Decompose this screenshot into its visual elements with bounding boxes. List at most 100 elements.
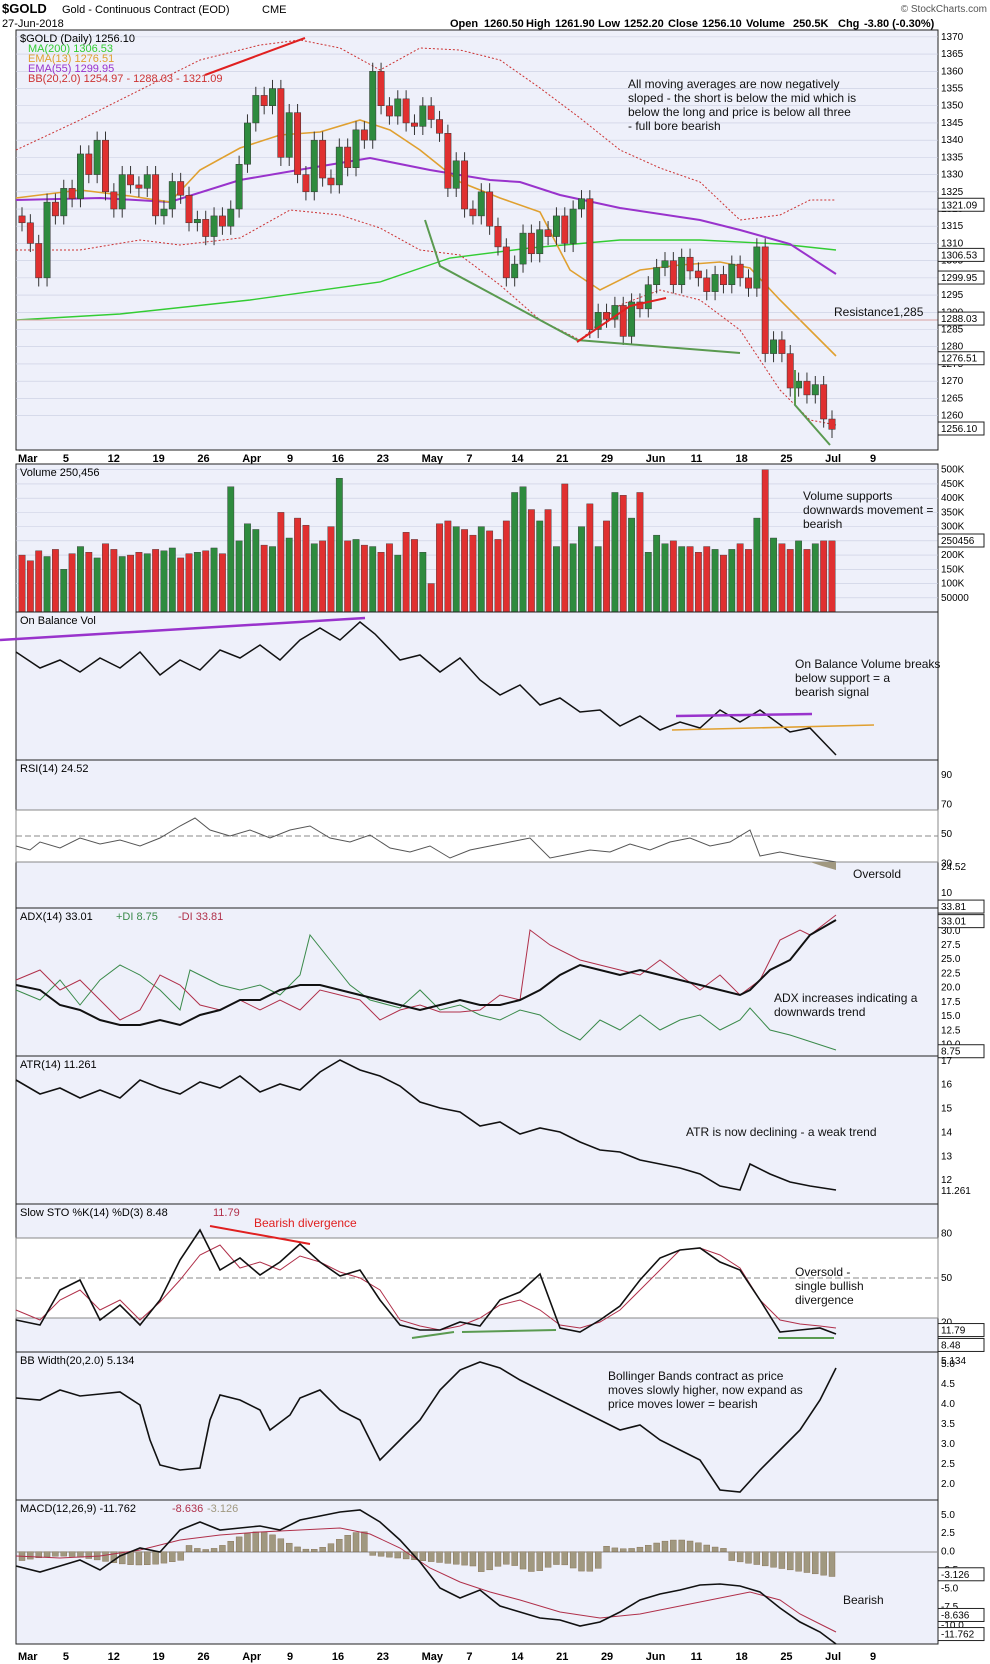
macd-hist-bar — [269, 1534, 276, 1552]
macd-hist-bar — [377, 1551, 385, 1557]
candle — [285, 112, 293, 158]
volume-bar — [360, 544, 368, 613]
candle — [477, 191, 485, 217]
volume-bar — [285, 537, 293, 613]
tick-label: 27.5 — [941, 940, 961, 951]
x-tick-label: 21 — [556, 1651, 568, 1663]
volume-bar — [611, 492, 619, 613]
candle — [352, 129, 360, 168]
sto-panel: Slow STO %K(14) %D(3) 8.48 11.79 Bearish… — [15, 1203, 985, 1353]
volume-bar — [294, 517, 301, 613]
candle — [419, 105, 427, 127]
x-tick-label: 5 — [63, 1651, 69, 1663]
volume-tick-label: 50000 — [941, 593, 969, 604]
price-tick-label: 1335 — [941, 152, 964, 163]
volume-bar — [327, 526, 335, 613]
x-tick-label: 21 — [556, 453, 568, 465]
symbol-title: $GOLD — [2, 1, 47, 16]
candle — [369, 71, 377, 141]
macd-hist-bar — [561, 1551, 568, 1566]
macd-hist-bar — [394, 1551, 401, 1559]
tick-label: 10 — [941, 888, 953, 899]
candle — [736, 263, 744, 279]
price-right-label: 1288.03 — [941, 314, 978, 325]
volume-bar — [594, 546, 602, 613]
obv-support-purple — [675, 712, 813, 718]
candle — [494, 225, 502, 248]
volume-bar — [803, 549, 811, 613]
macd-hist-bar — [461, 1551, 468, 1566]
candle — [35, 243, 43, 279]
x-tick-label: Mar — [18, 453, 38, 465]
macd-signal-line — [15, 1527, 837, 1633]
volume-bar — [519, 486, 527, 613]
macd-hist-bar — [636, 1546, 644, 1552]
bullish-div-line-2 — [461, 1329, 557, 1333]
price-tick-label: 1340 — [941, 135, 964, 146]
volume-bar — [185, 553, 193, 613]
candle — [569, 208, 577, 244]
tick-label: 4.5 — [941, 1379, 955, 1390]
price-right-label: 1299.95 — [941, 273, 978, 284]
right-label-box — [937, 1044, 985, 1059]
macd-hist-bar — [177, 1551, 184, 1561]
volume-bar — [60, 569, 68, 613]
right-label-box — [937, 1567, 985, 1582]
volume-bar — [811, 543, 819, 613]
candle — [152, 174, 160, 217]
candle — [661, 260, 669, 268]
price-tick-label: 1355 — [941, 84, 964, 95]
volume-bar — [302, 524, 310, 613]
tick-label: 5.0 — [941, 1359, 955, 1370]
macd-hist-bar — [294, 1546, 301, 1552]
tick-label: 50 — [941, 1273, 953, 1284]
candle — [653, 267, 661, 286]
svg-text:11.79: 11.79 — [213, 1207, 240, 1219]
volume-bar — [160, 550, 168, 613]
candle — [394, 98, 402, 117]
x-tick-label: 14 — [511, 453, 524, 465]
x-tick-label: 16 — [332, 1651, 344, 1663]
macd-hist-bar — [402, 1551, 410, 1560]
legend-ema13: EMA(13) 1276.51 — [28, 53, 114, 65]
macd-hist-bar — [469, 1551, 477, 1567]
macd-hist-bar — [369, 1551, 376, 1556]
trend-lines — [204, 37, 831, 446]
candle — [502, 246, 510, 279]
candle — [786, 353, 794, 389]
right-label: -3.126 — [941, 1570, 970, 1581]
green-trendline-may — [424, 219, 741, 354]
price-tick-label: 1365 — [941, 49, 964, 60]
svg-text:250.5K: 250.5K — [793, 18, 829, 30]
bbw-line — [15, 1361, 837, 1493]
macd-hist-bar — [27, 1551, 34, 1560]
macd-hist-bar — [695, 1542, 702, 1552]
symbol-description: Gold - Continuous Contract (EOD) — [62, 4, 230, 16]
volume-bar — [335, 478, 343, 613]
macd-hist-bar — [152, 1551, 159, 1565]
candle — [227, 208, 235, 227]
tick-label: 50 — [941, 829, 953, 840]
x-tick-label: 29 — [601, 1651, 613, 1663]
obv-annotation: On Balance Volume breaks below support = … — [795, 657, 940, 699]
macd-hist-bar — [678, 1539, 685, 1552]
macd-histogram — [18, 1531, 836, 1577]
macd-hist-bar — [770, 1551, 777, 1568]
volume-bar — [227, 486, 235, 613]
right-label-box — [937, 1627, 985, 1642]
candle — [68, 188, 76, 199]
price-right-box — [937, 421, 985, 436]
candle — [310, 139, 318, 193]
candle — [694, 270, 702, 279]
tick-label: 70 — [941, 799, 953, 810]
candle — [436, 119, 443, 134]
price-tick-label: 1310 — [941, 238, 964, 249]
volume-bar — [260, 544, 268, 613]
bearish-divergence-line — [209, 1225, 311, 1245]
sto-annotation-oversold: Oversold -single bullish divergence — [795, 1265, 864, 1307]
macd-hist-bar — [645, 1544, 652, 1552]
price-tick-label: 1370 — [941, 32, 964, 43]
macd-hist-bar — [812, 1551, 819, 1575]
legend-adx: ADX(14) 33.01 +DI 8.75 -DI 33.81 — [20, 911, 223, 923]
volume-tick-label: 100K — [941, 579, 965, 590]
